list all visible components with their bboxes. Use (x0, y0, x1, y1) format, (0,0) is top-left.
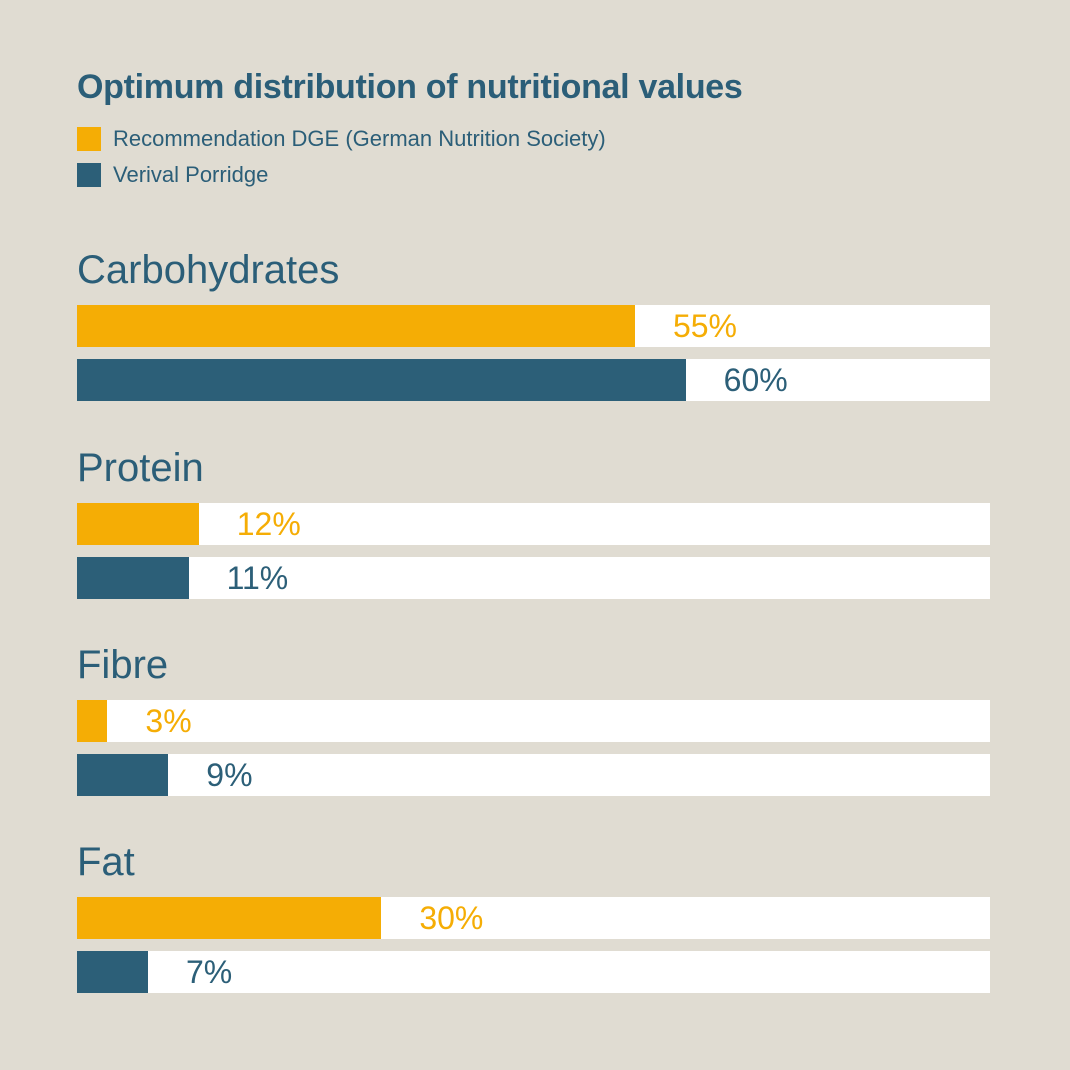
bar-track-dge-protein: 12% (77, 503, 990, 545)
page-title: Optimum distribution of nutritional valu… (77, 68, 743, 106)
bar-track-dge-fibre: 3% (77, 700, 990, 742)
bar-track-verival-carbohydrates: 60% (77, 359, 990, 401)
bar-fill-dge-fat (77, 897, 382, 939)
bar-track-dge-carbohydrates: 55% (77, 305, 990, 347)
bar-value-label-dge-fat: 30% (419, 900, 484, 936)
category-heading-fat: Fat (77, 840, 135, 884)
bar-track-verival-fibre: 9% (77, 754, 990, 796)
category-section-carbohydrates: Carbohydrates 55% 60% (77, 248, 990, 413)
legend-item-verival: Verival Porridge (77, 162, 606, 187)
bar-value-label-verival-protein: 11% (226, 560, 289, 596)
bar-fill-dge-fibre (77, 700, 108, 742)
legend-item-dge: Recommendation DGE (German Nutrition Soc… (77, 126, 606, 151)
category-section-fibre: Fibre 3% 9% (77, 643, 990, 808)
bar-value-label-verival-fat: 7% (186, 954, 233, 990)
category-section-protein: Protein 12% 11% (77, 446, 990, 611)
bar-value-label-dge-protein: 12% (236, 506, 301, 542)
category-heading-carbohydrates: Carbohydrates (77, 248, 340, 292)
legend-label-dge: Recommendation DGE (German Nutrition Soc… (113, 126, 606, 151)
bar-fill-dge-protein (77, 503, 199, 545)
category-heading-protein: Protein (77, 446, 204, 490)
bar-track-verival-fat: 7% (77, 951, 990, 993)
legend-swatch-dge (77, 127, 101, 151)
bar-fill-verival-fat (77, 951, 148, 993)
legend: Recommendation DGE (German Nutrition Soc… (77, 126, 606, 199)
bar-fill-dge-carbohydrates (77, 305, 635, 347)
bar-track-verival-protein: 11% (77, 557, 990, 599)
bar-value-label-dge-carbohydrates: 55% (672, 308, 737, 344)
legend-swatch-verival (77, 163, 101, 187)
legend-label-verival: Verival Porridge (113, 162, 269, 187)
bar-track-dge-fat: 30% (77, 897, 990, 939)
bar-fill-verival-fibre (77, 754, 169, 796)
bar-fill-verival-carbohydrates (77, 359, 686, 401)
bar-value-label-dge-fibre: 3% (145, 703, 192, 739)
category-heading-fibre: Fibre (77, 643, 169, 687)
bar-fill-verival-protein (77, 557, 189, 599)
category-section-fat: Fat 30% 7% (77, 840, 990, 1005)
bar-value-label-verival-carbohydrates: 60% (723, 362, 788, 398)
bar-value-label-verival-fibre: 9% (206, 757, 253, 793)
